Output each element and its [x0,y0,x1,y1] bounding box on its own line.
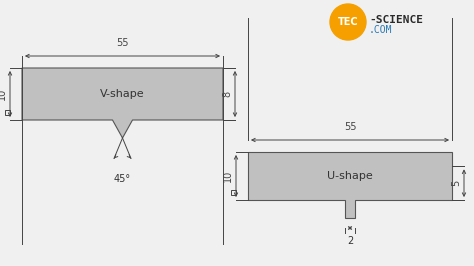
Text: U-shape: U-shape [327,171,373,181]
Text: 5: 5 [451,180,461,186]
Bar [5,110,10,115]
Text: 8: 8 [222,91,232,97]
Text: V-shape: V-shape [100,89,145,99]
Text: 55: 55 [116,38,129,48]
Polygon shape [248,152,452,218]
Text: 10: 10 [223,170,233,182]
Text: .COM: .COM [369,25,392,35]
Text: 10: 10 [0,88,7,100]
Text: 2: 2 [347,236,353,246]
Text: TEC: TEC [337,17,358,27]
Text: 55: 55 [344,122,356,132]
Text: -SCIENCE: -SCIENCE [369,15,423,25]
Bar [231,190,236,195]
Circle shape [330,4,366,40]
Polygon shape [22,68,223,138]
Text: 45°: 45° [114,174,131,184]
